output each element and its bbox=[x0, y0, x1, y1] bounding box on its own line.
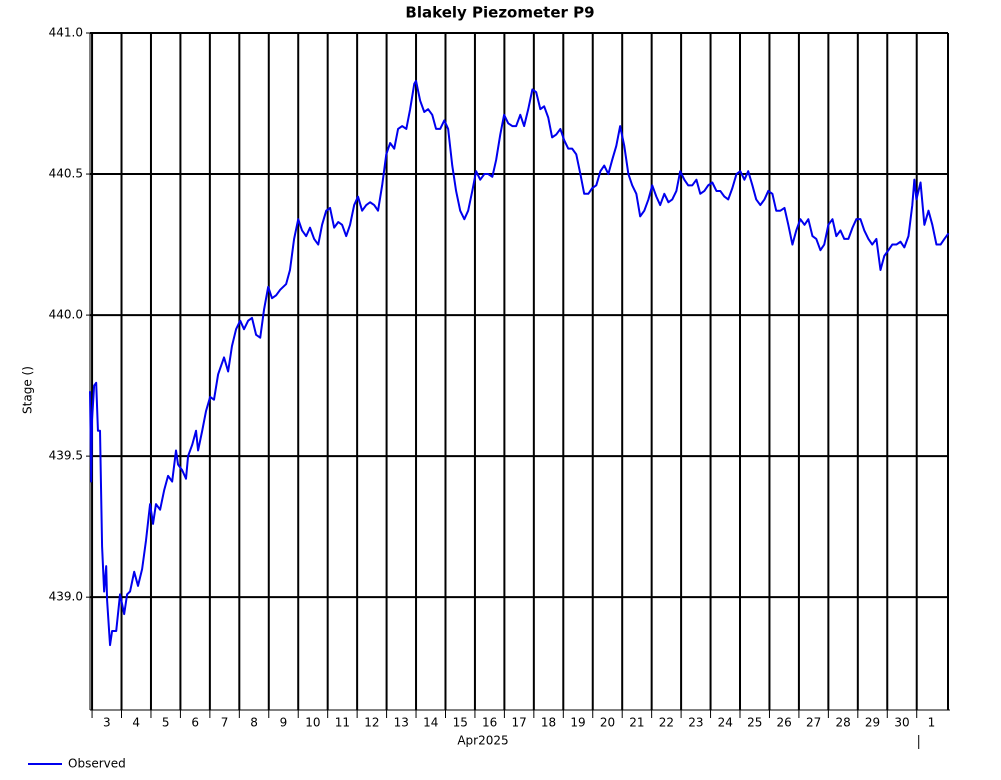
x-tick-label: 14 bbox=[423, 716, 438, 730]
x-tick-label: 3 bbox=[103, 716, 111, 730]
y-tick-label: 440.0 bbox=[49, 308, 83, 322]
x-tick-label: 17 bbox=[511, 716, 526, 730]
x-tick-label: 24 bbox=[718, 716, 733, 730]
y-tick-label: 441.0 bbox=[49, 26, 83, 40]
x-tick-label: 21 bbox=[629, 716, 644, 730]
x-tick-label: 23 bbox=[688, 716, 703, 730]
x-tick-label: 25 bbox=[747, 716, 762, 730]
x-tick-label: 8 bbox=[250, 716, 258, 730]
x-tick-label: 12 bbox=[364, 716, 379, 730]
x-tick-label: 15 bbox=[453, 716, 468, 730]
y-tick-label: 440.5 bbox=[49, 167, 83, 181]
x-tick-label: 22 bbox=[659, 716, 674, 730]
x-tick-label: 20 bbox=[600, 716, 615, 730]
x-tick-label: 6 bbox=[191, 716, 199, 730]
x-tick-label: 10 bbox=[305, 716, 320, 730]
y-tick-label: 439.0 bbox=[49, 590, 83, 604]
x-tick-label: 26 bbox=[777, 716, 792, 730]
x-tick-label: 5 bbox=[162, 716, 170, 730]
x-tick-label: 28 bbox=[835, 716, 850, 730]
data-line bbox=[89, 79, 950, 647]
x-tick-label: 19 bbox=[570, 716, 585, 730]
x-tick-label: 4 bbox=[132, 716, 140, 730]
x-tick-label: 30 bbox=[894, 716, 909, 730]
legend-label: Observed bbox=[68, 757, 126, 771]
x-tick-label: 7 bbox=[221, 716, 229, 730]
chart-title: Blakely Piezometer P9 bbox=[405, 4, 594, 22]
x-axis-label: Apr2025 bbox=[457, 734, 508, 748]
x-tick-label: 11 bbox=[335, 716, 350, 730]
y-axis-label: Stage () bbox=[21, 366, 35, 414]
x-tick-label: 1 bbox=[928, 716, 936, 730]
x-tick-label: 29 bbox=[865, 716, 880, 730]
x-tick-label: 18 bbox=[541, 716, 556, 730]
x-tick-label: 16 bbox=[482, 716, 497, 730]
x-tick-label: 9 bbox=[280, 716, 288, 730]
x-tick-label: 13 bbox=[394, 716, 409, 730]
x-tick-label: 27 bbox=[806, 716, 821, 730]
y-tick-label: 439.5 bbox=[49, 449, 83, 463]
